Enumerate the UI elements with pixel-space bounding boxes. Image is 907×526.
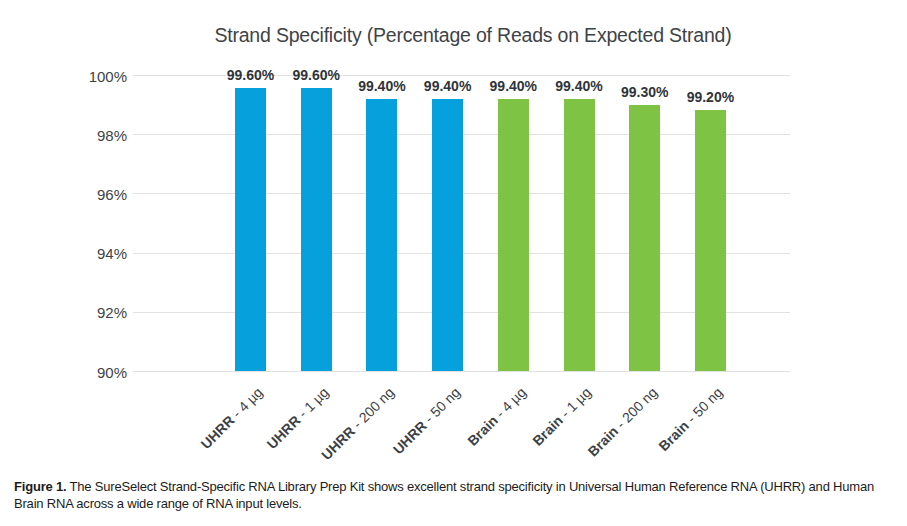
bar-value-label-brain-200-ng: 99.30% bbox=[621, 84, 668, 100]
x-axis-category-label-brain-50-ng: Brain - 50 ng bbox=[656, 384, 726, 454]
x-label-amount-uhrr-200-ng: - 200 ng bbox=[347, 384, 397, 434]
x-label-amount-brain-4-g: - 4 µg bbox=[489, 384, 529, 424]
bar-uhrr-50-ng bbox=[432, 99, 463, 371]
bar-value-label-brain-4-g: 99.40% bbox=[490, 78, 537, 94]
figure-caption-text: The SureSelect Strand-Specific RNA Libra… bbox=[14, 479, 874, 511]
x-label-amount-uhrr-1-g: - 1 µg bbox=[292, 384, 332, 424]
y-axis-tick-label: 92% bbox=[97, 304, 127, 321]
gridline bbox=[133, 371, 790, 372]
x-axis-category-label-uhrr-4-g: UHRR - 4 µg bbox=[198, 384, 266, 452]
x-label-amount-uhrr-4-g: - 4 µg bbox=[226, 384, 266, 424]
x-axis-category-label-brain-200-ng: Brain - 200 ng bbox=[584, 384, 660, 460]
chart-title: Strand Specificity (Percentage of Reads … bbox=[133, 24, 813, 47]
bar-uhrr-4-g bbox=[235, 88, 266, 371]
bar-brain-4-g bbox=[498, 99, 529, 371]
x-axis-category-label-uhrr-1-g: UHRR - 1 µg bbox=[263, 384, 331, 452]
figure-caption-label: Figure 1. bbox=[14, 479, 66, 494]
bar-brain-1-g bbox=[564, 99, 595, 371]
bar-brain-200-ng bbox=[629, 105, 660, 372]
y-axis-tick-label: 94% bbox=[97, 245, 127, 262]
x-axis-category-label-brain-1-g: Brain - 1 µg bbox=[529, 384, 594, 449]
figure-1-strand-specificity: Strand Specificity (Percentage of Reads … bbox=[0, 0, 907, 526]
bar-value-label-brain-1-g: 99.40% bbox=[555, 78, 602, 94]
x-label-amount-brain-1-g: - 1 µg bbox=[555, 384, 595, 424]
x-label-amount-brain-50-ng: - 50 ng bbox=[681, 384, 726, 429]
bar-brain-50-ng bbox=[695, 110, 726, 371]
x-axis-category-label-brain-4-g: Brain - 4 µg bbox=[464, 384, 529, 449]
bar-uhrr-1-g bbox=[301, 88, 332, 371]
bar-value-label-uhrr-200-ng: 99.40% bbox=[358, 78, 405, 94]
y-axis-tick-label: 100% bbox=[89, 67, 127, 84]
y-axis-tick-label: 96% bbox=[97, 185, 127, 202]
bar-value-label-uhrr-50-ng: 99.40% bbox=[424, 78, 471, 94]
x-label-amount-uhrr-50-ng: - 50 ng bbox=[418, 384, 463, 429]
y-axis-tick-label: 90% bbox=[97, 363, 127, 380]
bar-value-label-uhrr-1-g: 99.60% bbox=[292, 67, 339, 83]
y-axis-tick-label: 98% bbox=[97, 126, 127, 143]
x-label-amount-brain-200-ng: - 200 ng bbox=[610, 384, 660, 434]
bar-value-label-brain-50-ng: 99.20% bbox=[687, 89, 734, 105]
bar-uhrr-200-ng bbox=[366, 99, 397, 371]
bar-value-label-uhrr-4-g: 99.60% bbox=[227, 67, 274, 83]
x-axis-category-label-uhrr-50-ng: UHRR - 50 ng bbox=[389, 384, 462, 457]
figure-caption: Figure 1. The SureSelect Strand-Specific… bbox=[14, 478, 900, 512]
